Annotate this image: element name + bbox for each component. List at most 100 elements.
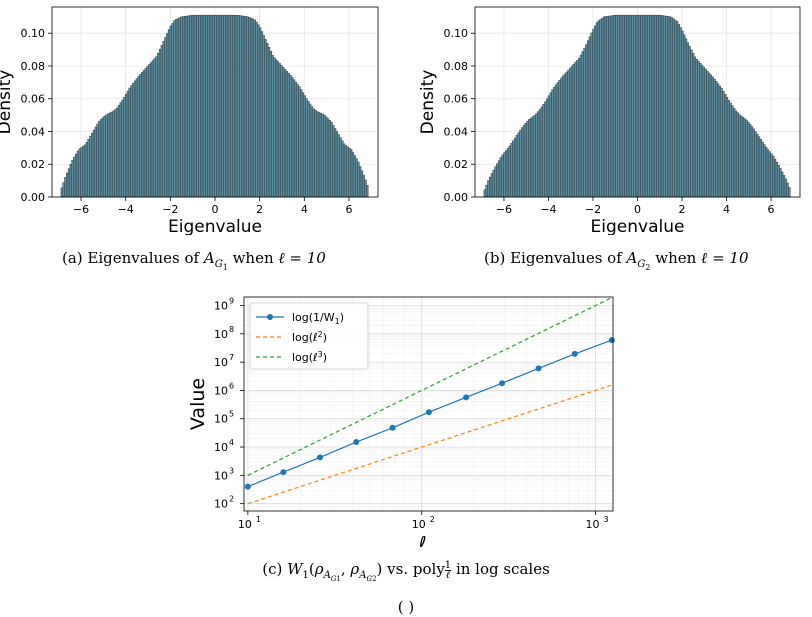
- bar: [301, 92, 305, 198]
- bar: [610, 15, 613, 198]
- data-point: [571, 350, 578, 357]
- bar: [335, 131, 339, 198]
- bar: [171, 23, 174, 198]
- x-tick-label: 4: [723, 203, 730, 216]
- bar: [752, 128, 755, 198]
- bar: [553, 86, 556, 198]
- bar: [275, 59, 278, 198]
- bar: [126, 90, 130, 198]
- bar: [586, 40, 590, 198]
- bar: [531, 116, 535, 198]
- legend-box: [249, 302, 369, 370]
- bar: [292, 79, 296, 198]
- bar: [230, 14, 233, 198]
- bar: [289, 75, 292, 198]
- bar: [638, 14, 641, 198]
- y-tick-label: 10: [214, 498, 228, 511]
- bar: [503, 152, 506, 198]
- bar: [506, 148, 510, 198]
- bar: [494, 166, 497, 198]
- bar: [232, 14, 235, 198]
- bar: [337, 134, 340, 198]
- bar: [110, 111, 113, 198]
- bar: [688, 46, 691, 198]
- x-tick-label: 10: [238, 518, 252, 531]
- bar: [488, 176, 492, 198]
- bar: [266, 43, 269, 198]
- bar: [121, 99, 124, 198]
- bar: [740, 115, 743, 198]
- bar: [198, 14, 201, 198]
- bar: [517, 132, 520, 198]
- bar: [217, 14, 221, 198]
- bar: [146, 66, 149, 198]
- bar: [592, 28, 595, 198]
- bar: [173, 20, 176, 198]
- bar: [314, 109, 317, 198]
- bar: [741, 117, 745, 198]
- bar: [773, 158, 777, 198]
- bar: [702, 66, 705, 198]
- bar: [167, 29, 171, 198]
- caption-b: (b) Eigenvalues of AG2 when ℓ = 10: [484, 249, 749, 272]
- bar: [750, 126, 754, 198]
- bar: [273, 57, 276, 198]
- bar: [722, 90, 725, 198]
- bar: [342, 143, 346, 198]
- bar: [67, 168, 71, 198]
- bar: [114, 109, 117, 198]
- bar: [200, 14, 203, 198]
- bar: [554, 84, 558, 198]
- bar: [693, 56, 697, 198]
- legend: log(1/W1) log(ℓ2) log(ℓ3): [249, 302, 369, 370]
- bar: [542, 104, 545, 198]
- bar: [576, 59, 579, 198]
- bar: [239, 15, 242, 198]
- bar: [501, 154, 504, 198]
- bar: [185, 15, 189, 198]
- bar: [551, 89, 554, 198]
- bar: [497, 160, 501, 198]
- bar: [205, 14, 208, 198]
- bar: [677, 23, 681, 198]
- x-tick-label: −2: [162, 203, 178, 216]
- x-tick-label: 10: [586, 518, 600, 531]
- bar: [683, 34, 686, 198]
- x-axis-label: Eigenvalue: [591, 217, 685, 235]
- bar: [303, 95, 306, 198]
- bar: [604, 16, 608, 198]
- bar: [711, 76, 714, 198]
- bar: [139, 74, 142, 198]
- bar: [300, 89, 303, 198]
- y-tick-label: 0.00: [444, 191, 469, 204]
- bar: [652, 14, 656, 198]
- y-tick-label: 0.10: [444, 27, 469, 40]
- bar: [770, 153, 773, 198]
- bar: [326, 118, 330, 198]
- bars: [483, 14, 791, 198]
- legend-marker: [267, 314, 273, 320]
- bar: [312, 108, 315, 198]
- bar: [344, 145, 347, 198]
- bar: [519, 129, 522, 198]
- legend-label-1: log(1/W1): [292, 311, 344, 326]
- bar: [151, 60, 155, 198]
- bar: [287, 73, 290, 198]
- bar: [66, 172, 69, 198]
- bar: [350, 149, 353, 198]
- bar: [262, 35, 265, 198]
- bar: [522, 125, 526, 198]
- bar: [772, 155, 775, 198]
- series-line-2: [247, 384, 612, 505]
- bar: [492, 169, 495, 198]
- y-tick-label: 0.04: [444, 125, 469, 138]
- bar: [332, 125, 335, 198]
- bar: [635, 14, 638, 198]
- bar: [98, 120, 101, 198]
- bar: [533, 115, 536, 198]
- bar: [651, 14, 654, 198]
- bar: [267, 47, 271, 198]
- bar: [640, 14, 643, 198]
- bar: [82, 145, 85, 198]
- bar: [346, 146, 349, 198]
